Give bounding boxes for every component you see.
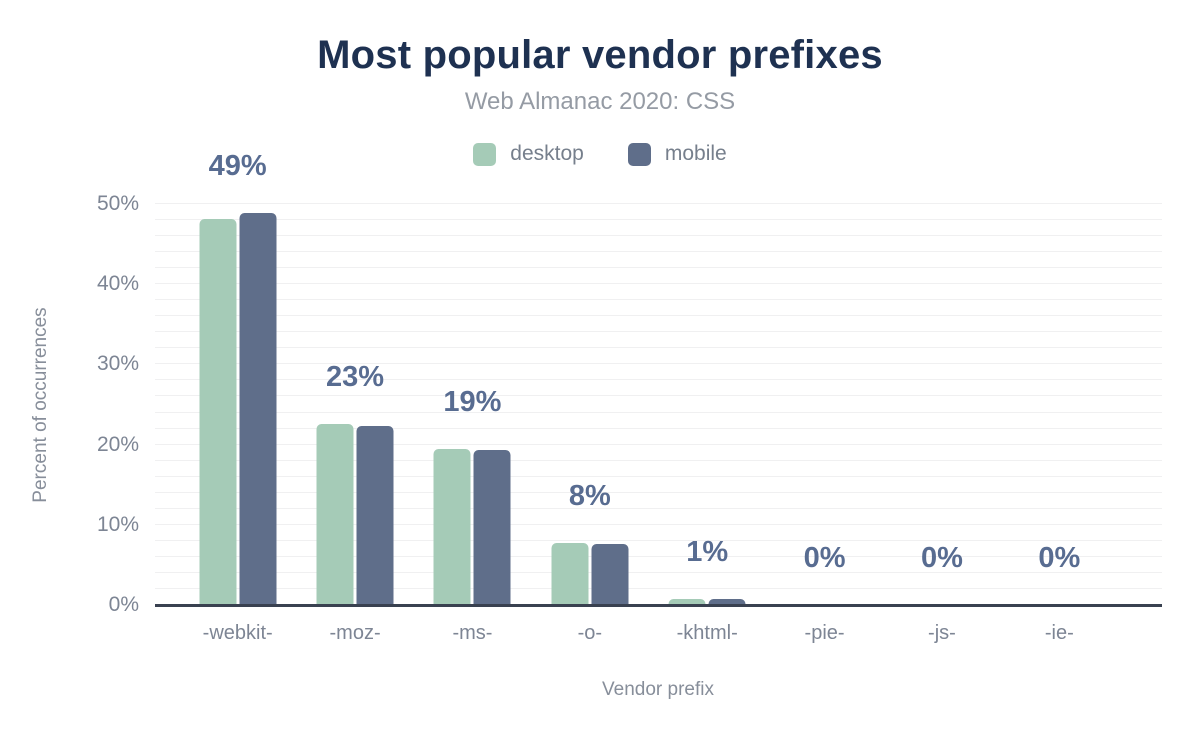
bar-value-label: 0%	[803, 542, 846, 574]
bar-desktop	[199, 219, 237, 605]
gridline	[155, 395, 1162, 397]
chart-title: Most popular vendor prefixes	[317, 33, 883, 77]
y-tick-label: 10%	[96, 512, 139, 536]
bar-group: 49%	[179, 150, 296, 605]
gridline	[155, 267, 1162, 269]
bar-value-label: 0%	[1038, 542, 1081, 574]
bar-value-label: 23%	[326, 360, 385, 393]
gridline	[155, 491, 1162, 493]
y-tick-label: 0%	[108, 593, 139, 616]
bar-mobile	[473, 450, 511, 605]
bar-desktop	[551, 543, 589, 605]
bar-mobile	[239, 212, 277, 605]
bar-group: 8%	[531, 204, 648, 605]
gridline	[155, 427, 1162, 429]
x-tick-label: -js-	[928, 622, 956, 644]
mobile-swatch-icon	[627, 142, 651, 166]
gridline	[155, 299, 1162, 301]
x-tick-label: -webkit-	[202, 622, 273, 644]
x-tick-label: -pie-	[804, 622, 845, 644]
legend: desktop mobile	[0, 142, 1200, 166]
bar-pair	[551, 543, 629, 605]
legend-label-mobile: mobile	[664, 142, 727, 165]
bar-group: 0%	[766, 204, 883, 605]
legend-item-mobile: mobile	[627, 142, 727, 166]
x-axis-line	[155, 604, 1162, 607]
bar-value-label: 49%	[208, 149, 267, 182]
gridline	[155, 459, 1162, 461]
gridline	[155, 331, 1162, 333]
bar-pair	[668, 598, 746, 605]
y-tick-label: 20%	[96, 432, 139, 456]
gridline	[155, 411, 1162, 413]
bar-group: 0%	[883, 204, 1000, 605]
x-tick-label: -moz-	[329, 622, 381, 644]
gridline	[155, 347, 1162, 349]
bar-mobile	[708, 598, 746, 605]
gridline	[155, 475, 1162, 477]
gridline	[155, 219, 1162, 221]
gridline	[155, 443, 1162, 445]
bar-mobile	[591, 544, 629, 605]
gridline	[155, 571, 1162, 573]
bar-group: 19%	[414, 204, 531, 605]
y-tick-label: 50%	[96, 192, 139, 215]
gridline	[155, 555, 1162, 557]
bar-mobile	[356, 426, 394, 605]
gridline	[155, 283, 1162, 285]
x-tick-label: -ie-	[1044, 622, 1074, 644]
bar-desktop	[668, 598, 706, 605]
bar-value-label: 19%	[443, 385, 502, 418]
gridline	[155, 363, 1162, 365]
legend-label-desktop: desktop	[510, 142, 584, 165]
gridline	[155, 251, 1162, 253]
gridline	[155, 587, 1162, 589]
gridline	[155, 203, 1162, 204]
bar-group: 0%	[1001, 204, 1118, 605]
x-tick-label: -ms-	[452, 622, 493, 644]
plot-area: 49% 23% 19% 8% 1% 0% 0% 0% -webkit- -moz- -ms- -o-…	[155, 150, 1162, 644]
bar-value-label: 1%	[686, 535, 729, 568]
gridline	[155, 507, 1162, 509]
bar-value-label: 8%	[568, 480, 611, 513]
bar-desktop	[316, 423, 354, 605]
x-axis-title: Vendor prefix	[602, 679, 714, 700]
y-tick-label: 40%	[96, 272, 139, 296]
x-tick-label: -khtml-	[676, 622, 738, 644]
bar-value-label: 0%	[920, 542, 963, 574]
gridline	[155, 315, 1162, 317]
y-axis-tick-labels: 0% 10% 20% 30% 40% 50%	[0, 193, 147, 615]
gridline	[155, 235, 1162, 237]
x-axis-tick-labels: -webkit- -moz- -ms- -o- -khtml- -pie- -js- -ie-	[179, 622, 1118, 645]
desktop-swatch-icon	[473, 142, 497, 166]
legend-item-desktop: desktop	[473, 142, 584, 166]
bar-pair	[433, 448, 511, 605]
chart-subtitle: Web Almanac 2020: CSS	[464, 88, 736, 115]
bar-pair	[199, 212, 277, 605]
y-tick-label: 30%	[96, 352, 139, 376]
bar-desktop	[433, 448, 471, 605]
gridline	[155, 379, 1162, 381]
gridline	[155, 523, 1162, 525]
bars-row: 49% 23% 19% 8% 1% 0% 0% 0%	[179, 150, 1118, 605]
x-tick-label: -o-	[577, 622, 603, 644]
bar-pair	[316, 423, 394, 605]
gridline	[155, 539, 1162, 541]
bar-group: 23%	[296, 204, 413, 605]
bar-group: 1%	[649, 204, 766, 605]
